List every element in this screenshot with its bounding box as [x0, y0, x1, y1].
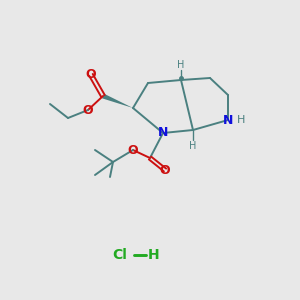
- Text: O: O: [83, 103, 93, 116]
- Polygon shape: [102, 94, 133, 108]
- Text: Cl: Cl: [112, 248, 128, 262]
- Text: H: H: [177, 60, 185, 70]
- Text: O: O: [128, 143, 138, 157]
- Text: N: N: [223, 113, 233, 127]
- Text: N: N: [158, 127, 168, 140]
- Text: H: H: [148, 248, 160, 262]
- Text: O: O: [160, 164, 170, 176]
- Text: H: H: [189, 141, 197, 151]
- Text: O: O: [86, 68, 96, 82]
- Text: H: H: [237, 115, 245, 125]
